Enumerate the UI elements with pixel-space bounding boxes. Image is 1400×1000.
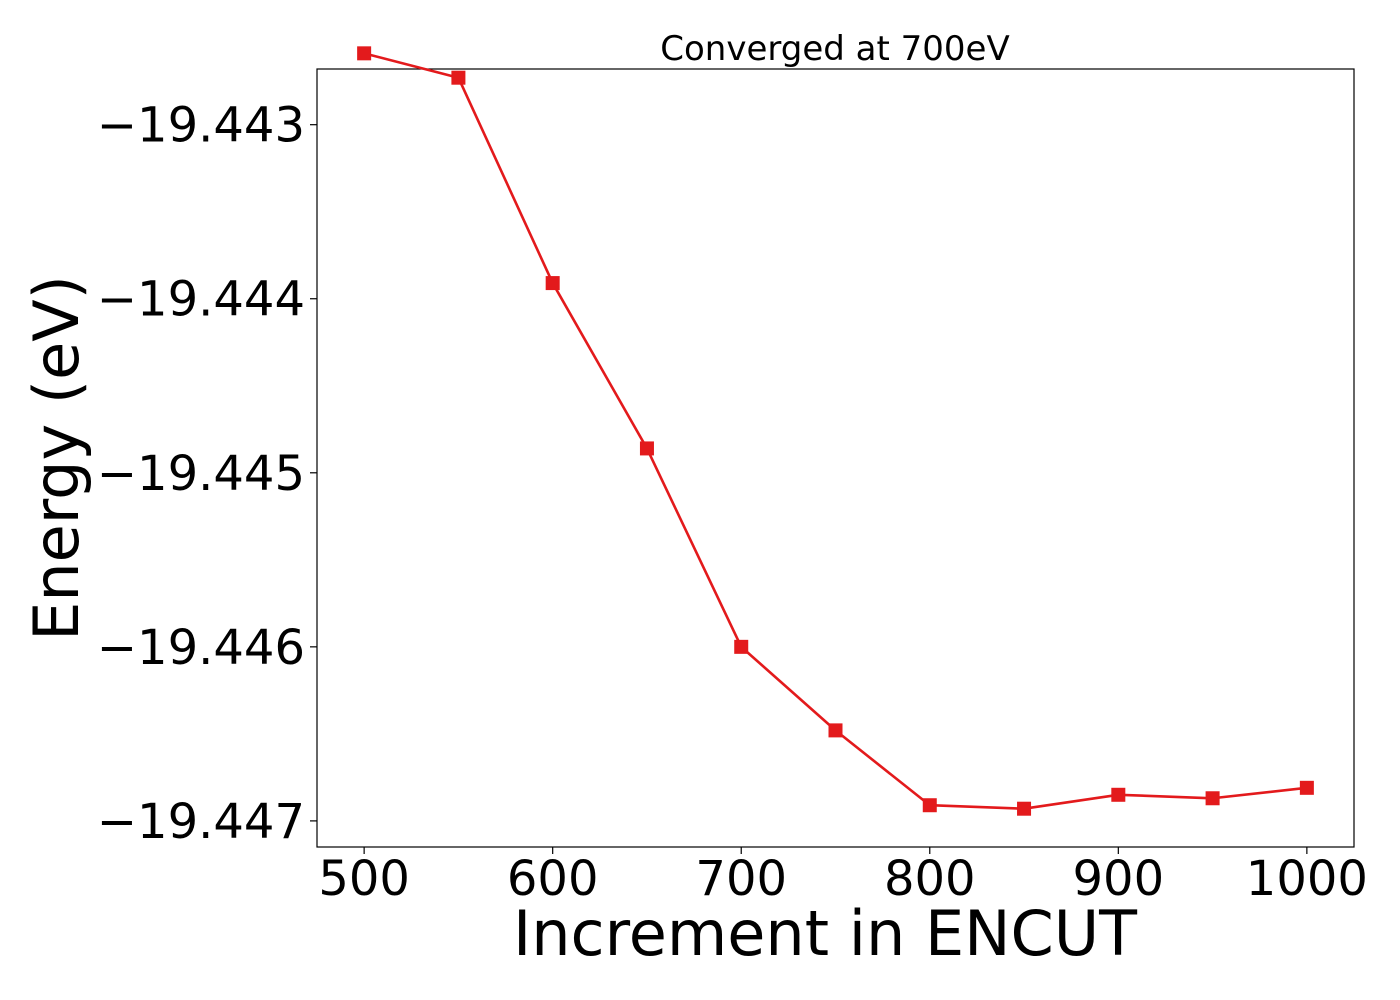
- data-point-marker: [828, 723, 843, 738]
- y-tick-label: −19.446: [97, 620, 305, 676]
- data-point-marker: [639, 441, 654, 456]
- x-tick-label: 700: [695, 851, 787, 907]
- y-axis-title: Energy (eV): [20, 275, 93, 641]
- data-point-marker: [545, 276, 560, 291]
- y-tick-label: −19.447: [97, 794, 305, 850]
- data-point-marker: [1299, 780, 1314, 795]
- y-axis: −19.443 −19.444 −19.445 −19.446 −19.447: [97, 98, 317, 850]
- x-tick-label: 600: [507, 851, 599, 907]
- x-axis-title: Increment in ENCUT: [513, 897, 1138, 970]
- y-tick-label: −19.445: [97, 446, 305, 502]
- data-point-marker: [357, 46, 372, 61]
- plot-area: [316, 68, 1355, 848]
- y-tick-label: −19.443: [97, 98, 305, 154]
- x-tick-label: 800: [884, 851, 976, 907]
- x-tick-label: 900: [1073, 851, 1165, 907]
- data-point-marker: [922, 798, 937, 813]
- x-tick-label: 500: [318, 851, 410, 907]
- data-point-marker: [1205, 791, 1220, 806]
- x-axis: 500 600 700 800 900 1000: [318, 847, 1368, 907]
- series-layer: [357, 46, 1314, 816]
- x-tick-label: 1000: [1246, 851, 1368, 907]
- y-tick-label: −19.444: [97, 272, 305, 328]
- data-point-marker: [1111, 787, 1126, 802]
- chart-title: Converged at 700eV: [660, 29, 1009, 69]
- series-line: [363, 52, 1308, 811]
- data-point-marker: [1017, 801, 1032, 816]
- data-point-marker: [734, 639, 749, 654]
- data-point-marker: [451, 70, 466, 85]
- plot-frame: [316, 68, 1355, 848]
